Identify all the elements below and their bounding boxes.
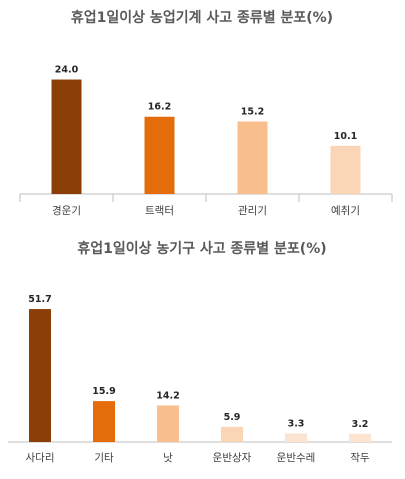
data-label: 15.2: [241, 107, 264, 118]
farm-tool-chart: 휴업1일이상 농기구 사고 종류별 분포(%) 51.7 사다리 15.9 기타 14.…: [8, 240, 392, 464]
chart-title: 휴업1일이상 농기구 사고 종류별 분포(%): [77, 240, 326, 257]
data-label: 24.0: [55, 65, 79, 76]
x-tick-label: 운반상자: [213, 452, 252, 464]
x-tick-label: 기타: [94, 452, 114, 464]
chart-title: 휴업1일이상 농업기계 사고 종류별 분포(%): [71, 9, 333, 26]
bar: [144, 116, 175, 194]
bar: [330, 145, 361, 194]
data-label: 10.1: [334, 131, 357, 142]
bar: [237, 121, 268, 194]
bar: [221, 426, 243, 442]
x-tick-label: 사다리: [26, 452, 55, 464]
x-tick-label: 경운기: [52, 204, 81, 217]
data-label: 5.9: [224, 412, 241, 423]
bar: [29, 309, 51, 442]
bar: [285, 433, 307, 442]
data-label: 14.2: [156, 390, 179, 401]
x-tick-label: 관리기: [238, 205, 267, 217]
data-label: 3.3: [288, 419, 305, 430]
data-label: 15.9: [92, 386, 115, 397]
bar: [93, 401, 115, 442]
x-tick-label: 낫: [163, 452, 173, 464]
x-tick-label: 트랙터: [145, 205, 174, 217]
x-tick-label: 운반수레: [277, 452, 316, 464]
data-label: 16.2: [148, 102, 171, 113]
bar: [51, 79, 82, 194]
bar: [349, 433, 371, 442]
data-label: 51.7: [28, 294, 51, 305]
x-tick-label: 작두: [350, 452, 370, 464]
farm-machinery-chart: 휴업1일이상 농업기계 사고 종류별 분포(%) 24.0 경운기 16.2 트랙터 1…: [19, 9, 393, 217]
bar: [157, 405, 179, 442]
x-tick-label: 예취기: [331, 204, 360, 217]
data-label: 3.2: [352, 419, 369, 430]
